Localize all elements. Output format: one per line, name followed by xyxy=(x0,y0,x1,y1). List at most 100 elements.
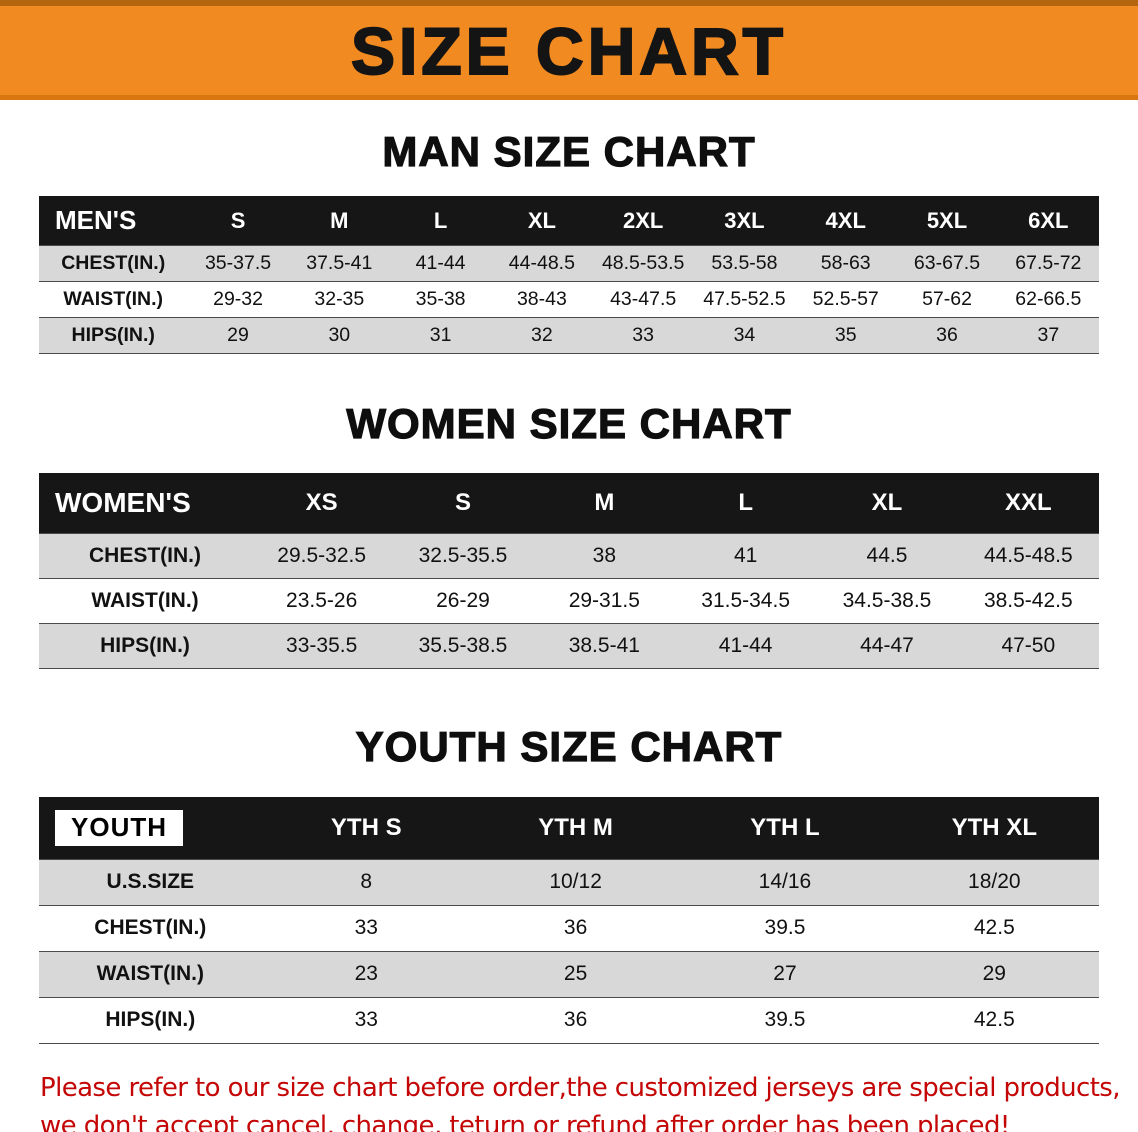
youth-size-table: YOUTH YTH S YTH M YTH L YTH XL U.S.SIZE 8 10/1… xyxy=(39,796,1099,1044)
table-row: CHEST(IN.) 29.5-32.5 32.5-35.5 38 41 44.5 44.5… xyxy=(39,532,1099,579)
cell-value: 29-32 xyxy=(187,281,289,318)
cell-value: 34 xyxy=(693,317,796,355)
cell-value: 23.5-26 xyxy=(251,577,393,624)
cell-value: 32.5-35.5 xyxy=(392,532,534,579)
cell-value: 23 xyxy=(261,950,471,998)
table-title: WOMEN'S xyxy=(55,486,191,518)
header-cell: XS xyxy=(251,472,393,534)
size-column-header: YTH XL xyxy=(951,813,1037,841)
size-column-header: 3XL xyxy=(724,207,765,233)
row-label: WAIST(IN.) xyxy=(39,281,188,318)
cell-value: 35 xyxy=(795,317,897,355)
row-label: CHEST(IN.) xyxy=(39,245,188,282)
header-cell: L xyxy=(674,472,817,534)
cell-value: 33 xyxy=(261,904,471,952)
size-column-header: 6XL xyxy=(1028,207,1069,233)
cell-value: 35-38 xyxy=(389,281,492,318)
cell-value: 63-67.5 xyxy=(896,245,998,282)
cell-value: 33-35.5 xyxy=(251,622,393,669)
cell-value: 38-43 xyxy=(491,281,593,318)
cell-value: 29 xyxy=(187,317,289,355)
cell-value: 41-44 xyxy=(674,622,817,669)
header-cell: 3XL xyxy=(693,196,796,246)
size-column-header: XL xyxy=(871,488,903,516)
cell-value: 37.5-41 xyxy=(288,245,390,282)
header-cell: L xyxy=(389,196,492,246)
cell-value: 18/20 xyxy=(889,858,1099,906)
table-row: U.S.SIZE 8 10/12 14/16 18/20 xyxy=(39,858,1099,906)
size-column-header: YTH L xyxy=(750,813,820,841)
women-table-header: WOMEN'S XS S M L XL XXL xyxy=(39,472,1099,534)
header-cell: 6XL xyxy=(997,196,1099,246)
row-label: U.S.SIZE xyxy=(39,858,262,906)
header-cell: 4XL xyxy=(795,196,897,246)
cell-value: 41-44 xyxy=(389,245,492,282)
size-column-header: XXL xyxy=(1004,488,1052,516)
row-label: HIPS(IN.) xyxy=(39,996,262,1044)
men-table-body: CHEST(IN.) 35-37.5 37.5-41 41-44 44-48.5 48.5… xyxy=(39,245,1099,355)
cell-value: 37 xyxy=(997,317,1099,355)
cell-value: 33 xyxy=(261,996,471,1044)
size-column-header: XL xyxy=(527,207,556,233)
header-cell: YTH XL xyxy=(889,796,1099,860)
header-cell: XL xyxy=(816,472,958,534)
cell-value: 52.5-57 xyxy=(795,281,897,318)
header-cell: YTH M xyxy=(470,796,681,860)
size-chart-banner: SIZE CHART xyxy=(0,0,1138,100)
cell-value: 57-62 xyxy=(896,281,998,318)
row-label: HIPS(IN.) xyxy=(39,622,251,669)
size-column-header: M xyxy=(330,207,349,233)
table-row: CHEST(IN.) 35-37.5 37.5-41 41-44 44-48.5 48.5… xyxy=(39,245,1099,282)
table-row: CHEST(IN.) 33 36 39.5 42.5 xyxy=(39,904,1099,952)
cell-value: 32 xyxy=(491,317,593,355)
cell-value: 42.5 xyxy=(889,904,1099,952)
cell-value: 36 xyxy=(470,904,681,952)
header-cell: YTH S xyxy=(261,796,471,860)
size-column-header: 4XL xyxy=(825,207,866,233)
cell-value: 39.5 xyxy=(680,904,890,952)
cell-value: 30 xyxy=(288,317,390,355)
cell-value: 36 xyxy=(470,996,681,1044)
cell-value: 27 xyxy=(680,950,890,998)
table-title: YOUTH xyxy=(55,809,183,846)
size-column-header: 5XL xyxy=(926,207,968,233)
youth-size-section: YOUTH SIZE CHART YOUTH YTH S YTH M YTH L YTH… xyxy=(0,669,1138,1044)
cell-value: 26-29 xyxy=(392,577,534,624)
size-column-header: L xyxy=(433,207,448,233)
size-column-header: YTH M xyxy=(538,813,613,841)
size-column-header: L xyxy=(738,488,753,516)
table-row: WAIST(IN.) 23.5-26 26-29 29-31.5 31.5-34.5 34… xyxy=(39,577,1099,624)
youth-section-heading: YOUTH SIZE CHART xyxy=(355,722,783,770)
cell-value: 35.5-38.5 xyxy=(392,622,534,669)
men-table-header: MEN'S S M L XL 2XL 3XL 4XL 5XL 6XL xyxy=(39,196,1099,246)
cell-value: 44.5 xyxy=(816,532,958,579)
cell-value: 44.5-48.5 xyxy=(957,532,1099,579)
header-cell: S xyxy=(392,472,534,534)
cell-value: 43-47.5 xyxy=(592,281,694,318)
header-cell: YOUTH xyxy=(39,796,262,860)
cell-value: 38 xyxy=(533,532,675,579)
header-cell: M xyxy=(288,196,390,246)
cell-value: 53.5-58 xyxy=(693,245,796,282)
cell-value: 47.5-52.5 xyxy=(693,281,796,318)
men-size-section: MAN SIZE CHART MEN'S S M L XL 2XL 3XL 4XL 5XL 6XL… xyxy=(0,100,1138,355)
men-size-table: MEN'S S M L XL 2XL 3XL 4XL 5XL 6XL CHEST(IN.) 35-3… xyxy=(39,196,1099,355)
header-cell: 5XL xyxy=(896,196,998,246)
cell-value: 67.5-72 xyxy=(997,245,1099,282)
size-column-header: M xyxy=(594,488,615,516)
header-row: MEN'S S M L XL 2XL 3XL 4XL 5XL 6XL xyxy=(39,196,1099,246)
cell-value: 29 xyxy=(889,950,1099,998)
cell-value: 33 xyxy=(592,317,694,355)
table-row: HIPS(IN.) 33-35.5 35.5-38.5 38.5-41 41-44 44-… xyxy=(39,622,1099,669)
row-label: HIPS(IN.) xyxy=(39,317,188,355)
women-section-heading: WOMEN SIZE CHART xyxy=(346,400,792,448)
row-label: WAIST(IN.) xyxy=(39,950,262,998)
cell-value: 58-63 xyxy=(795,245,897,282)
table-row: HIPS(IN.) 33 36 39.5 42.5 xyxy=(39,996,1099,1044)
header-cell: XXL xyxy=(957,472,1099,534)
cell-value: 29.5-32.5 xyxy=(251,532,393,579)
cell-value: 14/16 xyxy=(680,858,890,906)
cell-value: 31.5-34.5 xyxy=(674,577,817,624)
table-row: WAIST(IN.) 29-32 32-35 35-38 38-43 43-47.5 47.… xyxy=(39,281,1099,318)
